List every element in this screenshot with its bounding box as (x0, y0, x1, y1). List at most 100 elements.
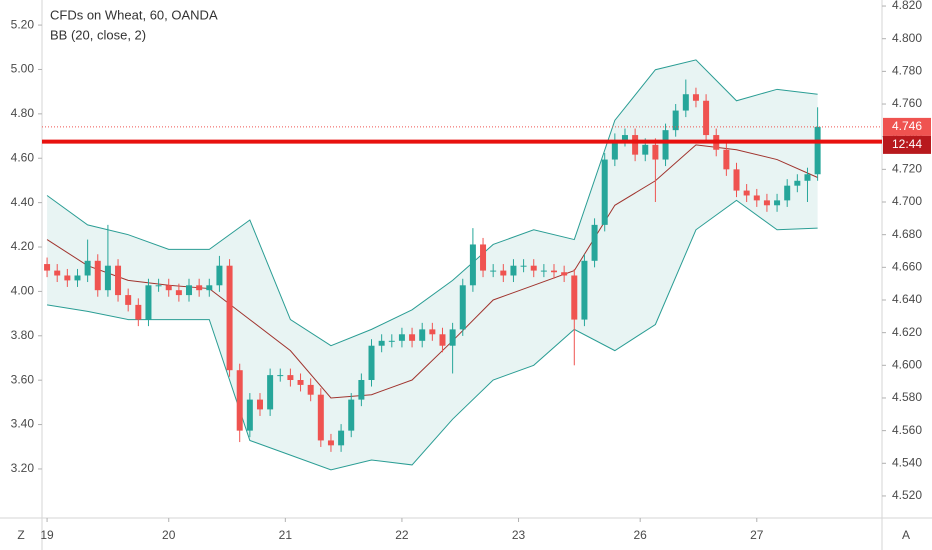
candle-body (44, 264, 51, 271)
candle-body (115, 265, 122, 296)
candle-body (54, 270, 61, 276)
y-tick-label: 4.540 (892, 455, 922, 469)
candle-body (145, 285, 152, 320)
band-line (46, 144, 818, 399)
y-tick-label: 4.640 (892, 292, 922, 306)
candle-body (419, 329, 426, 341)
candle-body (611, 139, 618, 160)
x-tick-label: 20 (162, 528, 176, 542)
y-tick-label: 4.660 (892, 260, 922, 274)
candle-body (723, 149, 730, 170)
candle-body (601, 159, 608, 225)
candle-body (388, 340, 395, 342)
candle-body (64, 275, 71, 281)
scale-button[interactable]: A (902, 528, 910, 542)
candle-body (530, 265, 537, 271)
candle-body (774, 200, 781, 206)
y-tick-label: 4.560 (892, 423, 922, 437)
candle-body (459, 285, 466, 330)
candle-body (206, 285, 213, 291)
candle-body (703, 100, 710, 136)
candle-body (632, 135, 639, 155)
x-tick-label: 27 (750, 528, 764, 542)
candle-body (104, 265, 111, 291)
candle-body (307, 384, 314, 395)
candle-body (551, 270, 558, 273)
plot-area (44, 59, 821, 471)
candle-body (561, 272, 568, 276)
last-price-box (883, 117, 931, 136)
candle-body (277, 375, 284, 377)
candle-body (378, 340, 385, 346)
candle-body (327, 440, 334, 446)
candle-body (368, 345, 375, 381)
candle-body (84, 260, 91, 276)
y-tick-label: 4.580 (892, 390, 922, 404)
band-line (46, 59, 818, 347)
candle-body (591, 224, 598, 261)
candle-body (297, 380, 304, 385)
candle-body (175, 290, 182, 296)
y2-tick-label: 3.40 (11, 417, 35, 431)
candle-body (165, 285, 172, 291)
y2-tick-label: 5.20 (11, 17, 35, 31)
candle-body (621, 135, 628, 140)
candle-body (338, 430, 345, 446)
candle-body (510, 265, 517, 276)
y-tick-label: 4.600 (892, 357, 922, 371)
candle-body (449, 329, 456, 346)
candle-body (256, 399, 263, 410)
candle-body (490, 270, 497, 272)
y-tick-label: 4.820 (892, 0, 922, 12)
candle-body (571, 275, 578, 320)
candle-body (216, 265, 223, 286)
candle-body (398, 334, 405, 341)
candle-body (500, 270, 507, 276)
y-tick-label: 4.700 (892, 194, 922, 208)
candle-body (135, 304, 142, 320)
candle-body (226, 265, 233, 371)
candle-body (358, 380, 365, 400)
candle-body (662, 130, 669, 160)
candle-body (409, 334, 416, 341)
candle-body (682, 94, 689, 111)
scale-button[interactable]: Z (17, 528, 24, 542)
candle-body (236, 370, 243, 431)
y2-tick-label: 5.00 (11, 62, 35, 76)
y2-tick-label: 3.60 (11, 372, 35, 386)
candle-body (287, 375, 294, 381)
candle-body (196, 285, 203, 291)
candle-body (125, 295, 132, 305)
indicator-label: BB (20, close, 2) (50, 27, 146, 42)
candle-body (348, 399, 355, 431)
candle-body (186, 285, 193, 296)
candle-body (692, 94, 699, 101)
chart-title: CFDs on Wheat, 60, OANDA (50, 7, 218, 22)
band-line (46, 199, 818, 471)
candle-body (794, 180, 801, 186)
candle-body (74, 275, 81, 281)
candle-body (642, 144, 649, 155)
candle-body (743, 190, 750, 196)
y-tick-label: 4.520 (892, 488, 922, 502)
candle-body (317, 394, 324, 441)
x-tick-label: 19 (40, 528, 54, 542)
candle-body (804, 174, 811, 181)
candle-body (246, 399, 253, 431)
y2-tick-label: 4.20 (11, 239, 35, 253)
candle-body (733, 169, 740, 191)
countdown-box (883, 135, 931, 154)
candle-body (753, 195, 760, 201)
x-tick-label: 21 (279, 528, 293, 542)
candle-body (763, 200, 770, 206)
last-price-label: 4.746 (892, 119, 922, 133)
x-tick-label: 26 (634, 528, 648, 542)
x-tick-label: 23 (512, 528, 526, 542)
y2-tick-label: 3.20 (11, 461, 35, 475)
y-tick-label: 4.800 (892, 31, 922, 45)
candle-body (520, 265, 527, 267)
y2-tick-label: 4.60 (11, 150, 35, 164)
y2-tick-label: 4.80 (11, 106, 35, 120)
candle-body (672, 110, 679, 131)
y-tick-label: 4.620 (892, 325, 922, 339)
